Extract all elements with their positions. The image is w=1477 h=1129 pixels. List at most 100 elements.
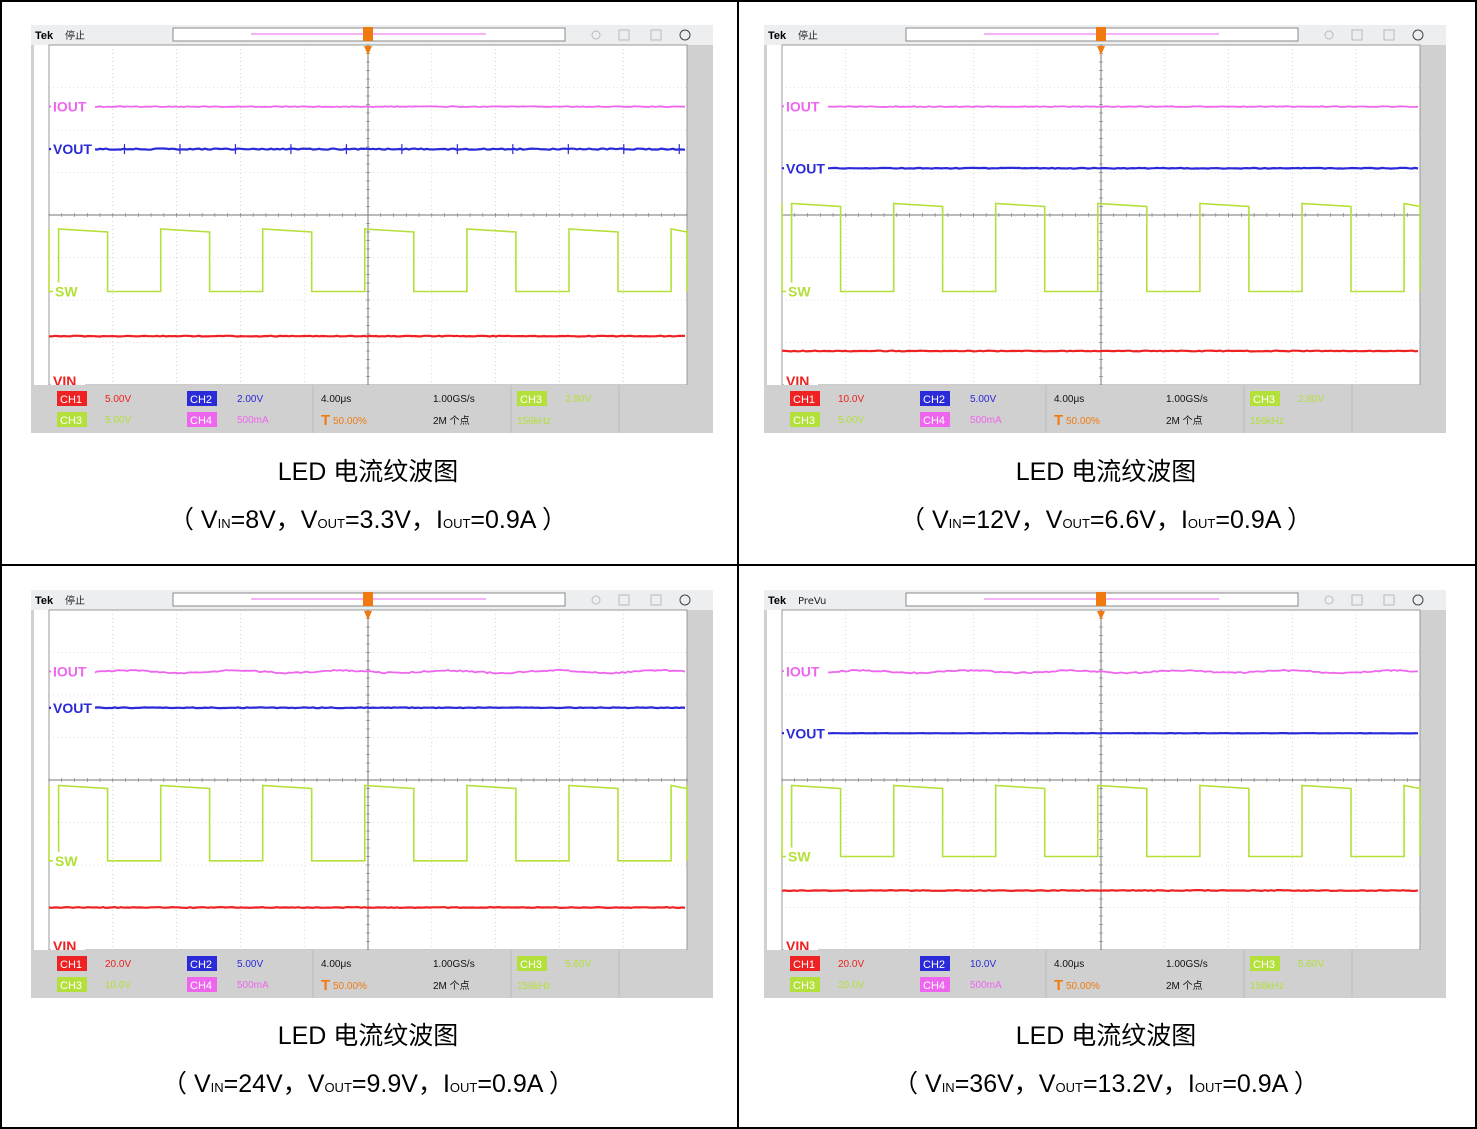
trace-sw xyxy=(48,784,688,862)
ch1-badge[interactable]: CH1 xyxy=(60,959,82,971)
timebase: 4.00μs xyxy=(1054,959,1084,970)
ch2-badge-bg xyxy=(920,956,950,971)
trace-vin xyxy=(48,334,686,338)
caption-part: 0.9A xyxy=(485,506,536,534)
network-icon xyxy=(618,29,630,41)
right-bezel xyxy=(687,45,713,385)
ch2-scale: 5.00V xyxy=(970,394,996,405)
ch1-badge[interactable]: CH1 xyxy=(793,959,815,971)
caption-part: = xyxy=(1082,1070,1098,1098)
ch4-badge[interactable]: CH4 xyxy=(923,980,945,992)
ch1-scale: 20.0V xyxy=(838,959,864,970)
trigger-position-marker xyxy=(1096,27,1106,41)
graticule xyxy=(781,44,1421,386)
caption-part: IN xyxy=(210,1080,224,1095)
trace-sw xyxy=(781,202,1421,293)
trace-label-bg xyxy=(51,937,85,953)
ch3-scale: 10.0V xyxy=(105,980,131,991)
brand-label: Tek xyxy=(768,595,787,607)
ch4-badge[interactable]: CH4 xyxy=(190,415,212,427)
ch3-badge-bg xyxy=(57,412,87,427)
caption-part: IN xyxy=(948,516,962,531)
trace-label-vout: VOUT xyxy=(786,725,825,741)
trace-iout xyxy=(48,668,686,675)
trigger-position: 50.00% xyxy=(333,416,367,427)
ch3-badge-bg xyxy=(57,977,87,992)
caption-part: OUT xyxy=(1055,1080,1083,1095)
trace-vin xyxy=(781,888,1419,893)
left-bezel xyxy=(31,45,34,385)
ch1-badge-bg xyxy=(790,956,820,971)
ch1-badge[interactable]: CH1 xyxy=(793,394,815,406)
trace-vout xyxy=(781,166,1419,170)
ch1-badge[interactable]: CH1 xyxy=(60,394,82,406)
ch2-badge[interactable]: CH2 xyxy=(190,394,212,406)
ch1-badge-bg xyxy=(57,391,87,406)
trigger-source-badge[interactable]: CH3 xyxy=(520,959,542,971)
network-icon xyxy=(618,594,630,606)
sample-rate: 1.00GS/s xyxy=(1166,394,1208,405)
caption-title: LED 电流纹波图 xyxy=(1015,1022,1197,1050)
caption-part: OUT xyxy=(324,1080,352,1095)
trace-label-bg xyxy=(784,372,818,388)
caption-part: ， xyxy=(410,506,436,534)
record-length: 2M 个点 xyxy=(433,415,470,427)
caption-part: ， xyxy=(417,1070,443,1098)
caption-part: = xyxy=(1089,506,1105,534)
trigger-source-badge[interactable]: CH3 xyxy=(520,394,542,406)
caption-part: ） xyxy=(542,1070,574,1098)
ch3-badge-bg xyxy=(790,977,820,992)
ch1-scale: 20.0V xyxy=(105,959,131,970)
ch2-badge[interactable]: CH2 xyxy=(190,959,212,971)
acq-status: 停止 xyxy=(65,29,85,42)
caption-part: IN xyxy=(941,1080,955,1095)
caption-part: ， xyxy=(1013,1070,1039,1098)
trigger-source-badge[interactable]: CH3 xyxy=(1253,959,1275,971)
trace-vout xyxy=(48,147,686,151)
ch4-badge[interactable]: CH4 xyxy=(190,980,212,992)
ch1-scale: 5.00V xyxy=(105,394,131,405)
ch2-badge[interactable]: CH2 xyxy=(923,959,945,971)
ch2-badge[interactable]: CH2 xyxy=(923,394,945,406)
oscilloscope-screen: Tek 停止 IOUT VOUT SW VIN CH1 10.0V CH2 5.00V CH3 5.0… xyxy=(764,25,1446,433)
caption-part: = xyxy=(1215,506,1230,534)
ch3-badge[interactable]: CH3 xyxy=(793,980,815,992)
caption-part: ， xyxy=(275,506,301,534)
caption-part: I xyxy=(1187,1070,1195,1098)
left-bezel xyxy=(31,610,34,950)
ch3-badge[interactable]: CH3 xyxy=(60,415,82,427)
trace-vin xyxy=(781,349,1419,353)
caption-part: ， xyxy=(282,1070,308,1098)
ch2-scale: 10.0V xyxy=(970,959,996,970)
trace-label-sw: SW xyxy=(55,284,78,300)
trace-label-bg xyxy=(786,847,810,864)
ch4-badge[interactable]: CH4 xyxy=(923,415,945,427)
caption-part: 13.2V xyxy=(1097,1070,1163,1098)
trigger-source-badge[interactable]: CH3 xyxy=(1253,394,1275,406)
trigger-source-badge-bg xyxy=(517,391,547,406)
record-length: 2M 个点 xyxy=(433,980,470,992)
trace-label-bg xyxy=(784,724,828,741)
trigger-level: 5.60V xyxy=(565,959,591,970)
caption-part: V xyxy=(307,1070,325,1098)
caption-part: OUT xyxy=(449,1080,478,1095)
timebase: 4.00μs xyxy=(321,394,351,405)
oscilloscope-screen: Tek 停止 IOUT VOUT SW VIN CH1 20.0V CH2 5.00V CH3 10.… xyxy=(31,590,713,998)
record-length: 2M 个点 xyxy=(1166,980,1203,992)
trace-label-bg xyxy=(51,698,95,715)
ch4-scale: 500mA xyxy=(237,415,269,426)
trace-label-bg xyxy=(784,97,828,114)
trace-label-iout: IOUT xyxy=(786,664,820,680)
trace-vin xyxy=(48,905,686,910)
ch3-badge[interactable]: CH3 xyxy=(793,415,815,427)
caption-part: = xyxy=(351,1070,367,1098)
oscilloscope-screen: Tek PreVu IOUT VOUT SW VIN CH1 20.0V CH2 10.0V CH3… xyxy=(764,590,1446,998)
trace-label-sw: SW xyxy=(788,849,811,865)
caption-part: 36V xyxy=(969,1070,1014,1098)
ch3-badge[interactable]: CH3 xyxy=(60,980,82,992)
ch4-scale: 500mA xyxy=(237,980,269,991)
caption-part: = xyxy=(223,1070,239,1098)
ch2-badge-bg xyxy=(187,956,217,971)
